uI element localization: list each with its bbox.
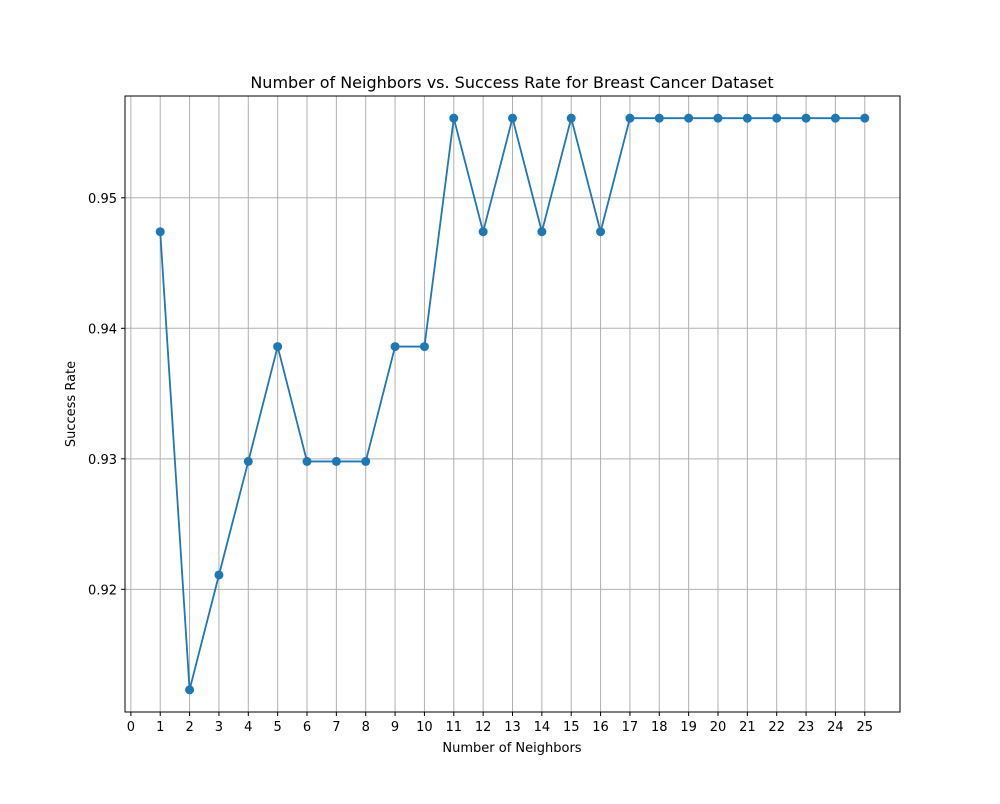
x-tick-label: 16	[592, 720, 609, 735]
data-point	[860, 113, 870, 123]
x-tick-label: 10	[416, 720, 433, 735]
data-point	[361, 456, 371, 466]
data-point	[449, 113, 459, 123]
x-axis-label: Number of Neighbors	[442, 741, 581, 756]
data-point	[508, 113, 517, 123]
grid-lines	[125, 96, 900, 712]
x-tick-label: 14	[534, 720, 551, 735]
y-tick-label: 0.95	[88, 192, 117, 207]
y-tick-label: 0.92	[88, 583, 117, 598]
x-tick-label: 3	[215, 720, 223, 735]
x-tick-label: 21	[739, 720, 756, 735]
x-tick-label: 6	[303, 720, 311, 735]
data-point	[801, 113, 811, 123]
data-point	[155, 227, 165, 237]
x-tick-label: 1	[156, 720, 164, 735]
x-tick-label: 11	[446, 720, 463, 735]
data-point	[566, 113, 576, 123]
data-point	[625, 113, 635, 123]
data-point	[830, 113, 840, 123]
data-point	[478, 227, 488, 237]
x-tick-label: 8	[362, 720, 370, 735]
x-tick-label: 12	[475, 720, 492, 735]
data-point	[742, 113, 752, 123]
x-tick-label: 22	[768, 720, 785, 735]
x-tick-label: 5	[274, 720, 282, 735]
y-axis-ticks: 0.92 0.93 0.94 0.95	[88, 192, 125, 598]
x-axis-ticks: 0 1 2 3 4 5 6 7 8 9 10 11 12 13 14 15 16 17 18 19 20 21 22 23 24…	[127, 712, 873, 735]
data-point	[772, 113, 782, 123]
data-point	[713, 113, 723, 123]
data-point	[390, 342, 400, 352]
x-tick-label: 23	[798, 720, 815, 735]
x-tick-label: 17	[622, 720, 639, 735]
data-point	[684, 113, 694, 123]
data-point	[273, 342, 283, 352]
x-tick-label: 18	[651, 720, 668, 735]
x-tick-label: 24	[827, 720, 844, 735]
y-axis-label: Success Rate	[64, 361, 79, 447]
x-tick-label: 15	[563, 720, 580, 735]
y-tick-label: 0.93	[88, 453, 117, 468]
data-point	[596, 227, 606, 237]
data-point	[537, 227, 547, 237]
data-point	[185, 685, 195, 695]
x-tick-label: 7	[332, 720, 340, 735]
x-tick-label: 20	[710, 720, 727, 735]
y-tick-label: 0.94	[88, 322, 117, 337]
x-tick-label: 0	[127, 720, 135, 735]
x-tick-label: 2	[185, 720, 193, 735]
x-tick-label: 25	[856, 720, 873, 735]
data-point	[302, 456, 312, 466]
data-series	[155, 113, 870, 695]
data-point	[331, 456, 341, 466]
data-point	[243, 456, 253, 466]
x-tick-label: 13	[504, 720, 521, 735]
x-tick-label: 19	[680, 720, 697, 735]
chart-title: Number of Neighbors vs. Success Rate for…	[250, 73, 773, 92]
data-point	[214, 570, 224, 580]
x-tick-label: 4	[244, 720, 252, 735]
data-point	[419, 342, 429, 352]
x-tick-label: 9	[391, 720, 399, 735]
data-point	[654, 113, 664, 123]
